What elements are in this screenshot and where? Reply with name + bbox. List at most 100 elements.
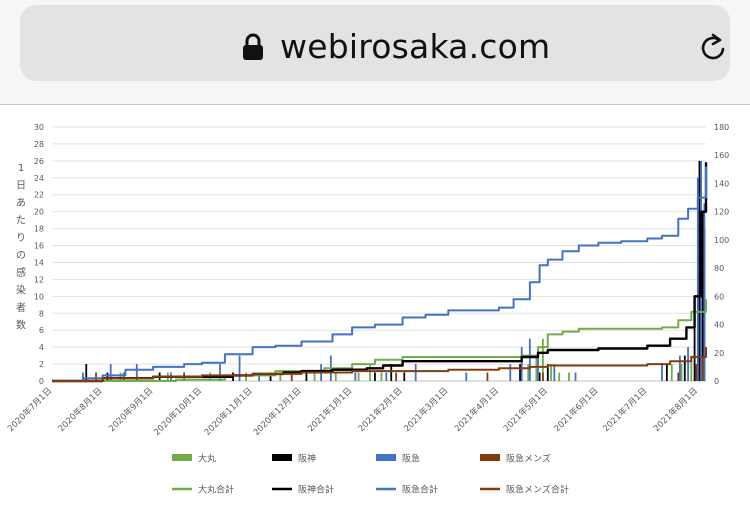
cumulative-lines [52,162,708,383]
bar [695,364,698,381]
left-tick-label: 18 [34,225,44,234]
bar [465,372,468,381]
bar [95,372,97,381]
bar [269,372,272,381]
legend-label: 阪急 [402,453,420,465]
bar [279,372,282,381]
right-tick-label: 80 [714,264,724,273]
left-tick-label: 2 [39,360,44,369]
url-text[interactable]: webirosaka.com [280,27,551,66]
legend-label: 阪神 [298,453,316,465]
chart-gridlines [52,126,706,382]
bar [135,364,138,381]
x-tick-label: 2021年5月1日 [501,385,550,434]
y-axis-label-char: 染 [16,284,26,297]
y-axis-label-char: 者 [16,302,26,314]
x-tick-label: 2020年12月1日 [251,385,304,438]
bar [238,355,241,381]
bar [85,364,88,381]
bar [106,372,109,381]
bar [679,355,681,381]
bar [122,372,125,381]
y-axis-label-char: あ [16,197,26,209]
bar [535,355,538,381]
bar [683,355,686,381]
legend-label: 阪急メンズ合計 [506,484,569,496]
bar [693,313,696,381]
left-tick-label: 22 [34,191,44,200]
left-tick-label: 16 [34,242,44,251]
right-tick-label: 120 [714,208,729,217]
x-tick-label: 2021年8月1日 [651,385,700,434]
x-axis-ticks: 2020年7月1日 2020年8月1日 2020年9月1日2020年10月1日202… [5,385,700,438]
right-tick-label: 100 [714,236,729,245]
bar [119,372,122,381]
bar [245,372,247,381]
right-axis-ticks: 0 20 40 60 80 100 120 140 160 180 [714,123,729,386]
legend-swatch [172,454,192,461]
y-axis-label-char: 日 [16,181,26,192]
right-tick-label: 0 [714,377,719,386]
x-tick-label: 2021年3月1日 [402,385,451,434]
bar [680,364,683,381]
bar [703,203,706,381]
bar [661,364,663,381]
y-axis-label-char: 数 [16,319,26,332]
legend-swatch [480,454,500,461]
left-tick-label: 6 [39,326,44,335]
bar [403,372,406,381]
x-tick-label: 2021年1月1日 [305,385,354,434]
x-tick-label: 2020年9月1日 [106,385,155,434]
bar [537,355,539,381]
y-axis-label-char: た [16,215,26,227]
bar [546,364,549,381]
left-tick-label: 24 [34,174,44,183]
bar [670,364,673,381]
left-tick-label: 8 [39,309,44,318]
bar [677,372,680,381]
bar [574,372,577,381]
right-tick-label: 60 [714,292,724,301]
address-bar[interactable]: webirosaka.com [20,5,730,81]
bar [390,364,393,381]
right-tick-label: 20 [714,349,724,358]
x-tick-label: 2020年7月1日 [5,385,54,434]
y-axis-label-char: 感 [16,266,26,279]
bar [665,364,668,381]
reload-icon[interactable] [696,31,730,65]
series-line [52,347,707,382]
lock-icon [243,33,263,60]
bar [550,364,552,381]
bar [528,338,531,381]
legend-label: 大丸合計 [198,484,234,496]
left-tick-label: 4 [39,343,44,352]
bar [357,372,360,381]
bar [313,372,316,381]
bar [542,338,544,381]
bar [696,177,699,381]
y-axis-label-char: の [16,251,26,262]
bar [687,347,689,381]
legend-swatch [376,454,396,461]
left-tick-label: 12 [34,275,44,284]
bar [538,372,541,381]
bar [305,372,308,381]
right-tick-label: 140 [714,179,729,188]
x-tick-label: 2020年11月1日 [202,385,255,438]
bar [374,372,376,381]
y-axis-label-char: り [16,232,26,244]
bar [701,211,704,381]
left-tick-label: 26 [34,157,44,166]
browser-toolbar: webirosaka.com [0,0,750,105]
right-tick-label: 180 [714,123,729,132]
bar [527,364,530,381]
left-tick-label: 14 [34,258,44,267]
x-tick-label: 2020年8月1日 [56,385,105,434]
left-tick-label: 30 [34,123,44,132]
x-tick-label: 2021年4月1日 [452,385,501,434]
legend-swatch [272,454,292,461]
bar [354,372,357,381]
bar [219,364,221,381]
